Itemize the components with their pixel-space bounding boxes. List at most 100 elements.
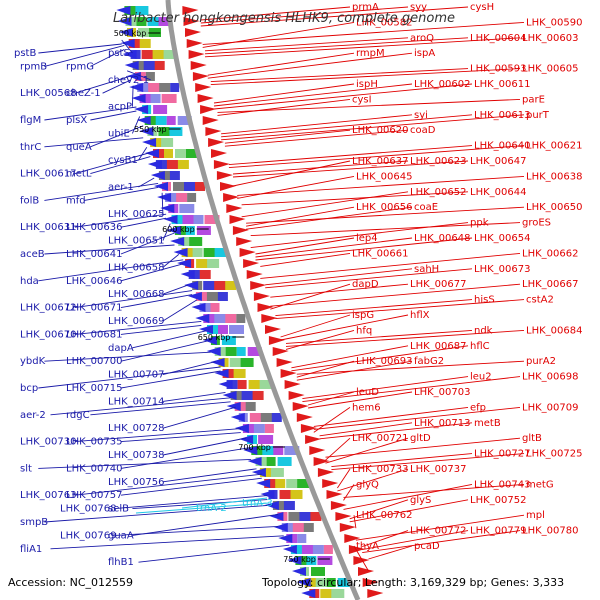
gene-label-selb: selB [108,504,129,515]
gene-block [193,215,204,224]
right-connector [353,545,369,572]
gene-label-rpmg: rpmG [66,61,94,72]
right-connector [204,37,469,55]
plus-strand-arrow [288,391,305,400]
right-connector [255,237,413,258]
plus-strand-arrow [190,61,207,70]
right-connector [265,268,473,289]
right-connector [325,437,521,458]
gene-block [136,17,147,26]
gene-block [225,281,237,290]
minus-strand-arrow [278,534,293,543]
minus-strand-arrow [177,259,192,268]
gene-label-lhk-00756: LHK_00756 [108,477,164,488]
gene-label-glys: glyS [410,495,431,506]
gene-block [154,61,165,70]
gene-block [169,171,180,180]
gene-label-lhk-00568: LHK_00568 [20,88,76,99]
gene-block [236,314,246,323]
plus-strand-arrow [188,50,205,59]
left-connector [120,477,262,496]
right-connector [221,114,525,141]
gene-block [331,589,345,598]
right-connector [232,160,351,187]
right-connector [246,206,413,230]
gene-label-metg: metG [526,479,554,490]
gene-label-lhk-00721: LHK_00721 [352,433,408,444]
gene-label-psts: pstS [108,48,130,59]
gene-label-lhk-00645: LHK_00645 [356,171,412,182]
right-connector [200,6,409,24]
right-connector [270,283,409,298]
gene-block [169,127,183,136]
right-connector [221,114,413,135]
right-connector [228,145,473,166]
gene-block [186,149,198,158]
gene-label-lhk-00647: LHK_00647 [470,156,526,167]
right-connector [362,530,409,548]
gene-block [225,347,237,356]
gene-label-lhk-00631: LHK_00631 [20,222,76,233]
gene-block [155,160,171,169]
plus-strand-arrow [335,512,352,521]
right-connector [280,314,409,341]
gene-block [145,72,155,81]
gene-label-pare: parE [522,94,545,105]
gene-label-guaa: guaA [108,530,134,541]
plus-strand-arrow [243,259,260,268]
gene-block [214,314,228,323]
gene-block [137,83,153,92]
right-connector [280,314,351,338]
left-connector [50,397,231,416]
left-connector [74,213,167,228]
gene-block [166,116,176,125]
gene-label-chez-1: cheZ-1 [66,88,101,99]
minus-strand-arrow [129,83,144,92]
gene-block [326,578,336,587]
gene-label-lhk-00693: LHK_00693 [356,356,412,367]
plus-strand-arrow [344,534,361,543]
gene-label-flia1: fliA1 [20,544,42,555]
gene-label-mpl: mpl [526,510,545,521]
right-connector [362,530,469,551]
gene-block [271,413,282,422]
gene-block [270,468,284,477]
left-connector [131,116,141,134]
right-connector [319,422,413,437]
left-connector [44,44,125,67]
gene-block [192,248,203,257]
gene-label-lhk-00656: LHK_00656 [356,202,412,213]
right-connector [237,175,355,199]
minus-strand-arrow [116,6,131,15]
gene-block [306,556,317,565]
minus-strand-arrow [180,270,195,279]
gene-label-hfq: hfq [356,325,372,336]
gene-label-lhk-00740: LHK_00740 [66,463,122,474]
right-connector [313,407,351,433]
gene-label-lhk-00613: LHK_00613 [474,110,530,121]
right-connector [213,83,413,107]
plus-strand-arrow [265,325,281,334]
gene-block [272,501,286,510]
gene-label-lhk-00650: LHK_00650 [526,202,582,213]
gene-label-lep4: lep4 [356,233,378,244]
left-connector [120,294,193,309]
plus-strand-arrow [313,457,330,466]
right-connector [343,483,473,510]
gene-block [124,6,140,15]
gene-label-lhk-00737: LHK_00737 [410,464,466,475]
right-connector [296,360,355,378]
gene-block [297,534,307,543]
kbp-ticks: 500 kbp 550 kbp 600 kbp 650 kbp 700 kbp 750 k… [114,29,330,564]
left-connector [74,428,241,443]
gene-label-lhk-00648: LHK_00648 [414,233,470,244]
gene-block [195,292,210,301]
gene-block [230,391,246,400]
kbp-tick-700-kbp: 700 kbp [238,443,271,452]
gene-label-lhk-00641: LHK_00641 [66,249,122,260]
plus-strand-arrow [213,160,230,169]
right-connector [210,68,469,83]
gene-block [292,523,305,532]
gene-label-aer-1: aer-1 [108,182,134,193]
gene-block [304,578,318,587]
